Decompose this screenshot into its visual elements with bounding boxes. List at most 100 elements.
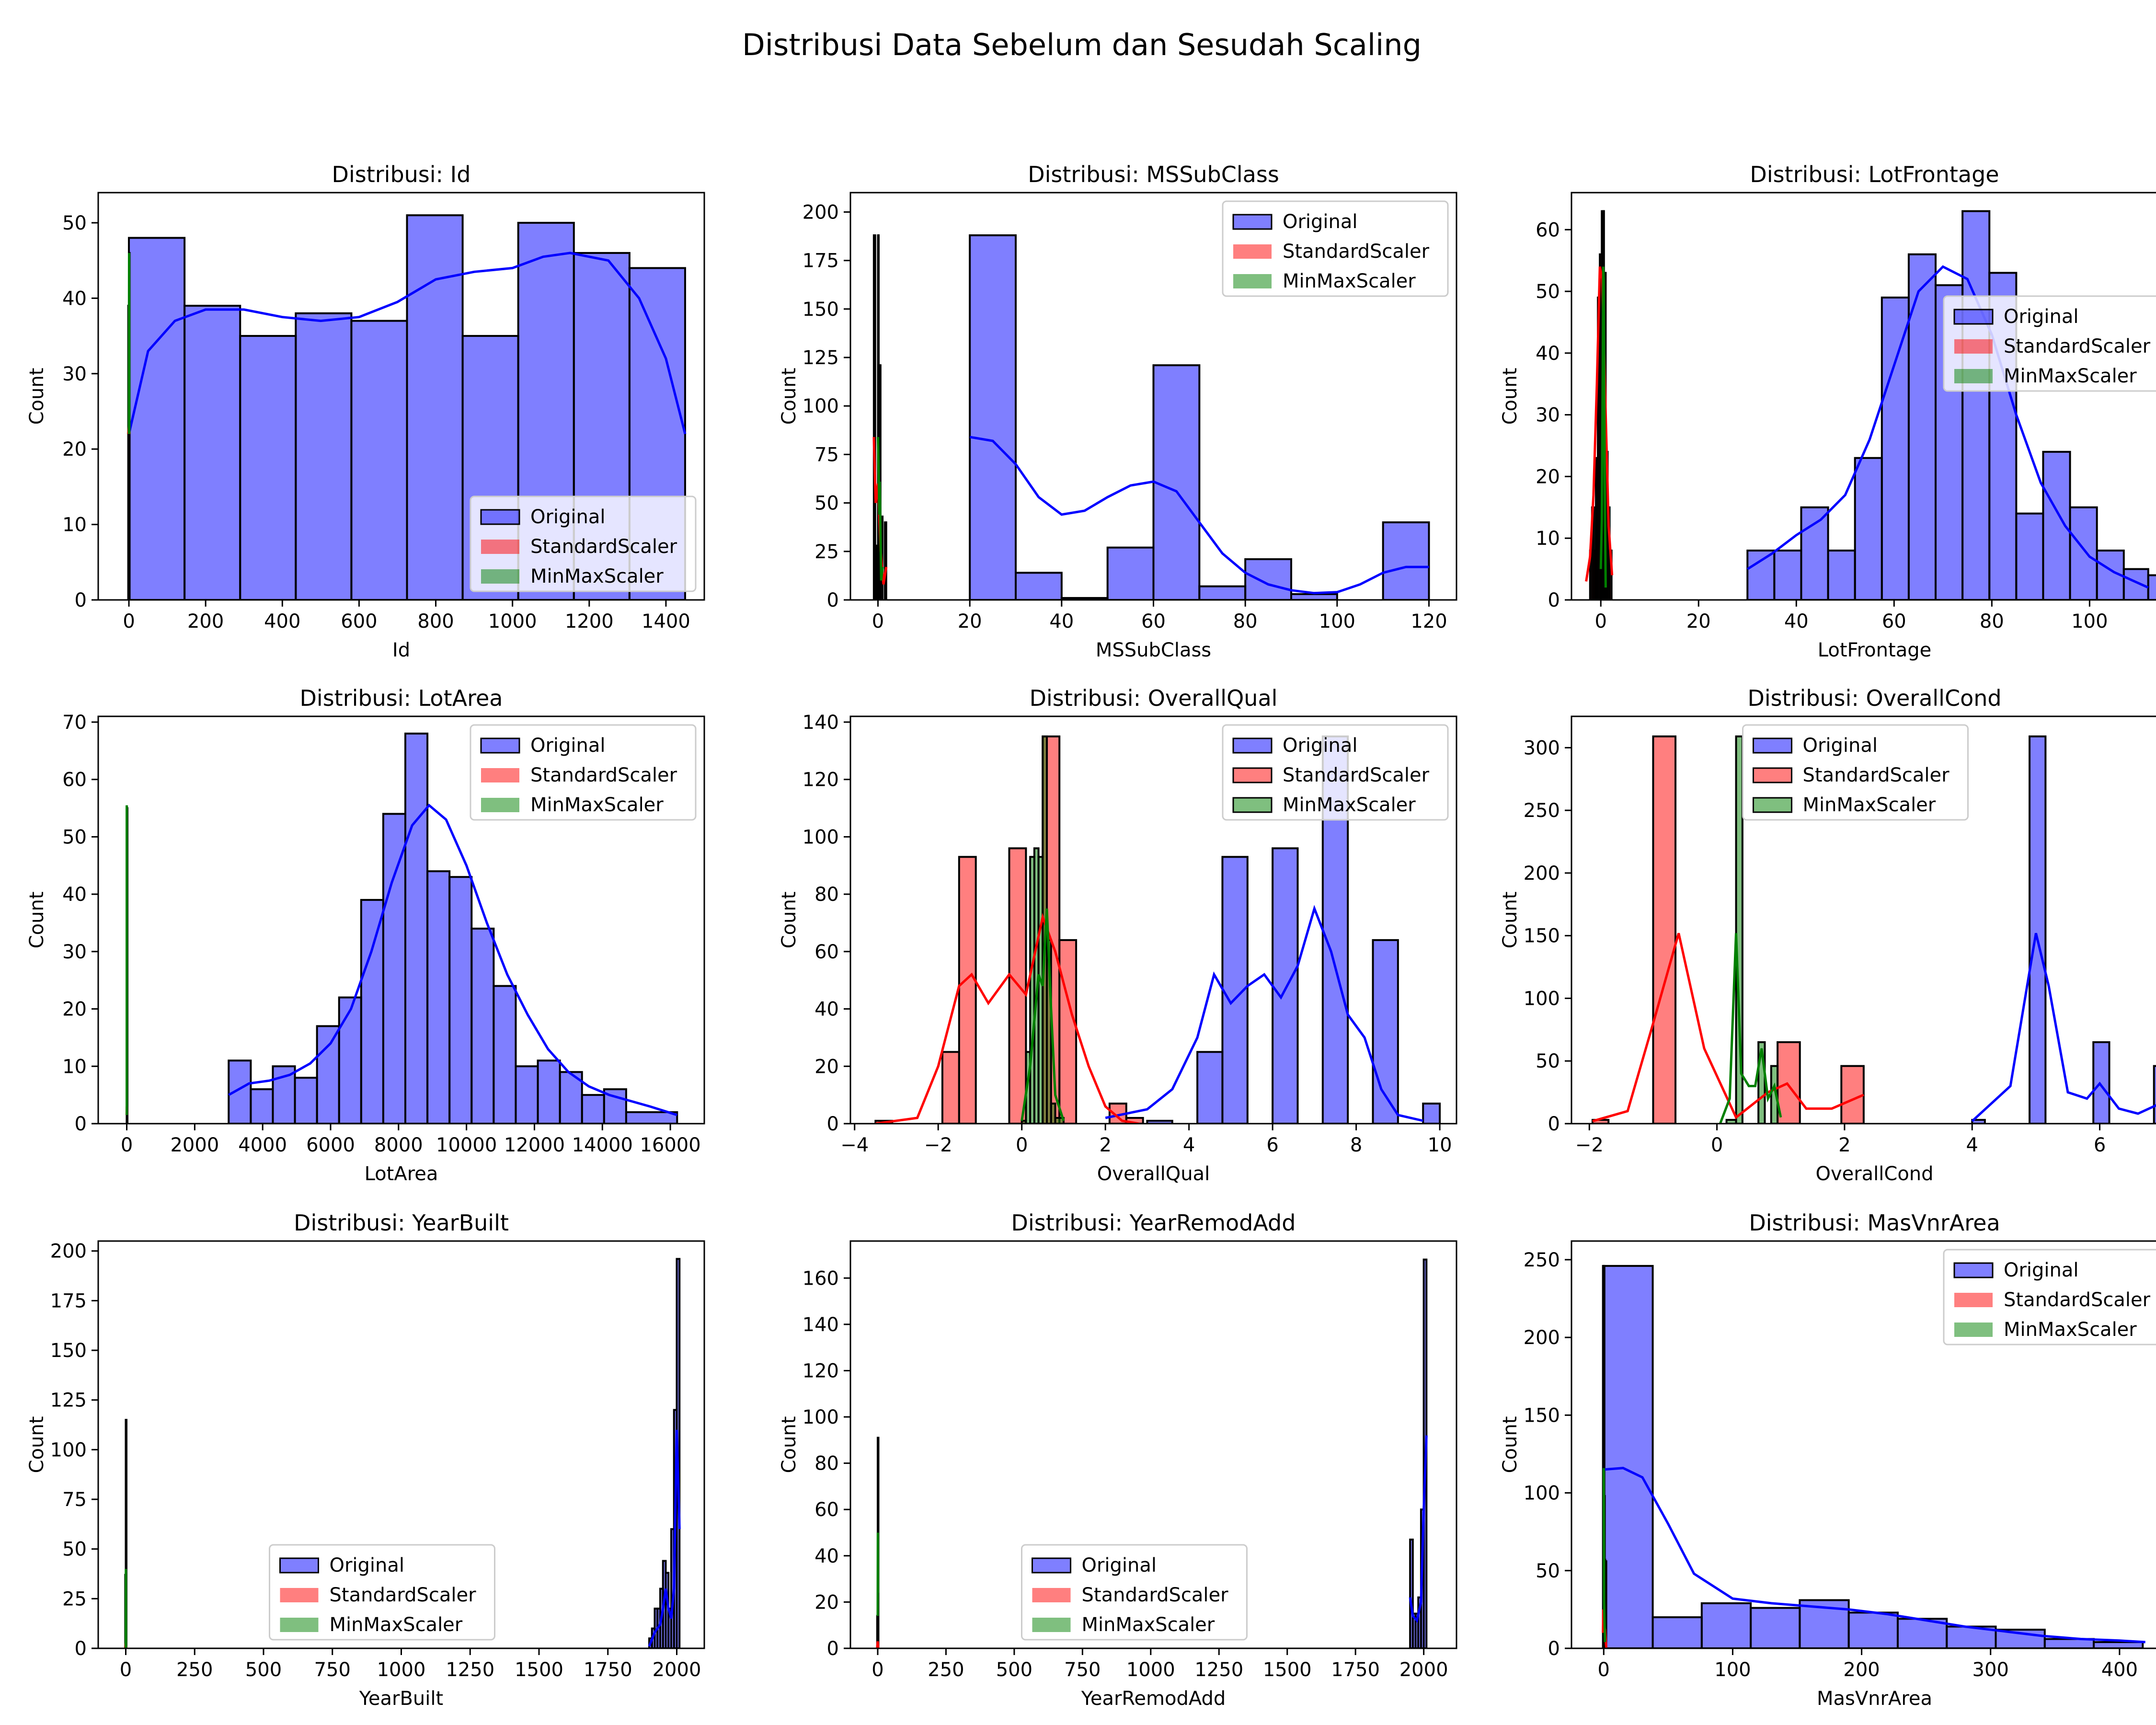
- x-tick-label: 14000: [572, 1134, 633, 1156]
- legend-swatch-original: [1232, 214, 1273, 230]
- legend-frame: [470, 495, 697, 592]
- y-tick-label: 0: [1548, 1638, 1560, 1660]
- subplot-9: 0 100 200 300 400 0 50 100 150 200 250 Distribusi: …: [1499, 1210, 2156, 1710]
- y-tick-label: 125: [50, 1390, 87, 1412]
- x-axis-label: MasVnrArea: [1817, 1688, 1932, 1710]
- x-tick-label: 0: [872, 1659, 883, 1681]
- original-bar: [1854, 457, 1883, 600]
- x-tick-label: 80: [1980, 610, 2004, 632]
- original-bar: [1196, 1051, 1224, 1124]
- x-tick-label: 8000: [374, 1134, 423, 1156]
- legend-frame: [1943, 1249, 2156, 1346]
- y-axis-label: Count: [778, 892, 800, 949]
- original-bar: [537, 1059, 561, 1124]
- original-bar: [625, 1111, 678, 1124]
- standard-scaler-kde-line: [1592, 932, 1864, 1123]
- original-bar: [1272, 847, 1299, 1124]
- standard-scaler-kde-line: [1585, 266, 1614, 582]
- y-tick-label: 0: [75, 589, 87, 611]
- legend-label-minmax-scaler: MinMaxScaler: [530, 794, 664, 816]
- original-bar: [406, 214, 464, 600]
- legend-label-minmax-scaler: MinMaxScaler: [1082, 1614, 1215, 1636]
- subplot-8: 0 250 500 750 1000 1250 1500 1750 2000 0 20 40 60 80 1…: [778, 1210, 1457, 1710]
- minmax-scaler-bar: [1735, 735, 1743, 1124]
- original-bar: [493, 985, 517, 1124]
- original-bar: [1409, 1539, 1414, 1648]
- original-bar: [2147, 574, 2156, 600]
- original-bar: [581, 1094, 605, 1124]
- x-tick-label: 0: [123, 610, 135, 632]
- legend-frame: [470, 724, 697, 821]
- original-bar: [2153, 1065, 2156, 1124]
- x-tick-label: 4: [1183, 1134, 1195, 1156]
- legend-label-standard-scaler: StandardScaler: [2004, 335, 2151, 357]
- x-tick-label: 60: [1882, 610, 1906, 632]
- x-tick-label: 40: [1049, 610, 1074, 632]
- x-axis-label: LotArea: [365, 1163, 438, 1185]
- y-tick-label: 0: [827, 589, 839, 611]
- original-bar: [426, 870, 451, 1124]
- standard-scaler-bar: [1840, 1065, 1865, 1124]
- legend-label-standard-scaler: StandardScaler: [2004, 1289, 2151, 1311]
- original-bar: [183, 305, 241, 600]
- x-tick-label: 120: [1411, 610, 1447, 632]
- y-tick-label: 50: [1536, 281, 1560, 303]
- y-tick-label: 200: [1524, 1327, 1560, 1349]
- y-tick-label: 20: [62, 999, 87, 1021]
- original-kde-line: [1409, 1435, 1428, 1623]
- subplot-4: 0 2000 4000 6000 8000 10000 12000 14000 16000 0 10…: [26, 685, 705, 1185]
- axes-frame: [1571, 1240, 2156, 1649]
- legend-label-minmax-scaler: MinMaxScaler: [530, 565, 664, 587]
- minmax-scaler-kde-line: [1602, 1468, 1606, 1643]
- original-bar: [448, 876, 473, 1124]
- y-tick-label: 200: [803, 201, 839, 223]
- x-tick-label: 6: [1266, 1134, 1278, 1156]
- x-tick-label: −2: [924, 1134, 952, 1156]
- x-tick-label: 250: [928, 1659, 964, 1681]
- legend-frame: [1742, 724, 1969, 821]
- original-bar: [2029, 735, 2047, 1124]
- original-bars: [228, 732, 678, 1124]
- x-axis-label: OverallCond: [1815, 1163, 1933, 1185]
- axes-frame: [97, 715, 705, 1125]
- y-tick-label: 100: [803, 395, 839, 417]
- original-bar: [1750, 1607, 1801, 1648]
- legend-frame: [1943, 295, 2156, 392]
- y-tick-label: 10: [62, 514, 87, 536]
- x-tick-label: 1500: [515, 1659, 563, 1681]
- standard-scaler-bar: [1777, 1041, 1801, 1124]
- subplot-1: 0 200 400 600 800 1000 1200 1400 0 10 20 30 40 50 Dist…: [26, 161, 705, 661]
- legend-swatch-standard-scaler: [1232, 767, 1273, 783]
- subplot-title: Distribusi: LotArea: [300, 685, 503, 711]
- legend-swatch-standard-scaler: [1032, 1588, 1071, 1602]
- y-tick-label: 125: [803, 347, 839, 369]
- original-bars: [1603, 1265, 2144, 1648]
- axes-frame: [97, 192, 705, 601]
- original-bars: [969, 234, 1430, 600]
- standard-scaler-bar: [941, 1051, 960, 1124]
- x-tick-label: 0: [1598, 1659, 1610, 1681]
- legend-swatch-standard-scaler: [280, 1588, 319, 1602]
- y-tick-label: 100: [803, 1406, 839, 1428]
- y-tick-label: 120: [803, 1360, 839, 1382]
- subplot-6: −2 0 2 4 6 0 50 100 150 200 250 300 Distribusi: Over…: [1499, 685, 2156, 1185]
- original-bar: [1372, 939, 1399, 1124]
- y-tick-label: 50: [62, 212, 87, 234]
- legend-label-minmax-scaler: MinMaxScaler: [2004, 365, 2137, 387]
- y-tick-label: 150: [803, 299, 839, 321]
- legend-label-original: Original: [2004, 1259, 2079, 1281]
- x-tick-label: 500: [245, 1659, 282, 1681]
- plot-area: [874, 735, 1441, 1124]
- legend-swatch-original: [480, 509, 520, 525]
- x-tick-label: 600: [341, 610, 377, 632]
- minmax-scaler-kde-line: [1021, 908, 1065, 1121]
- legend-label-standard-scaler: StandardScaler: [530, 764, 677, 786]
- legend-swatch-standard-scaler: [481, 540, 519, 554]
- subplot-2: 0 20 40 60 80 100 120 0 25 50 75 100 125 150 175 200 Dis…: [778, 161, 1457, 661]
- legend: Original StandardScaler MinMaxScaler: [1742, 724, 1969, 821]
- x-tick-label: 1000: [1126, 1659, 1175, 1681]
- original-kde-line: [1971, 932, 2156, 1122]
- y-tick-label: 100: [1524, 1483, 1560, 1505]
